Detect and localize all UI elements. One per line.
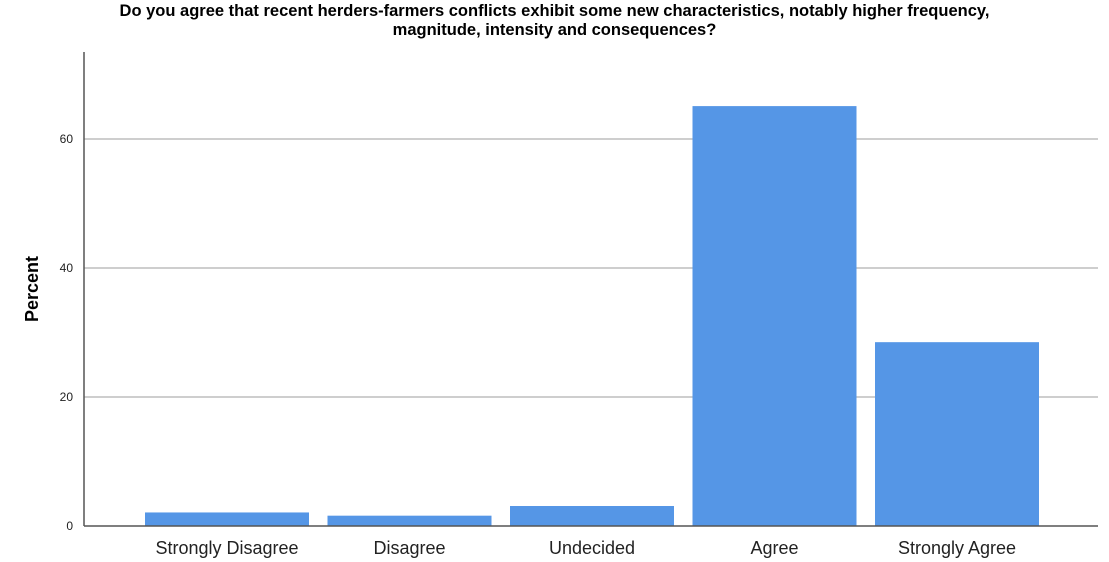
- y-tick-label: 60: [60, 132, 74, 146]
- y-axis-title: Percent: [22, 256, 42, 322]
- bar-agree: [692, 106, 857, 526]
- x-tick-label: Strongly Disagree: [155, 538, 298, 558]
- x-tick-label: Undecided: [549, 538, 635, 558]
- y-tick-label: 40: [60, 261, 74, 275]
- x-category-labels: Strongly Disagree Disagree Undecided Agree S…: [155, 538, 1016, 558]
- bar-disagree: [327, 515, 492, 526]
- bar-undecided: [510, 506, 674, 526]
- x-tick-label: Agree: [750, 538, 798, 558]
- bar-strongly-agree: [875, 342, 1039, 526]
- x-tick-label: Disagree: [373, 538, 445, 558]
- x-tick-label: Strongly Agree: [898, 538, 1016, 558]
- chart-title-line-1: Do you agree that recent herders-farmers…: [119, 2, 990, 20]
- bar-strongly-disagree: [145, 512, 309, 526]
- y-tick-label: 0: [66, 519, 73, 533]
- chart-title: Do you agree that recent herders-farmers…: [0, 2, 1109, 40]
- axes: [83, 52, 1098, 527]
- y-tick-labels: 0 20 40 60: [60, 132, 74, 533]
- y-tick-label: 20: [60, 390, 74, 404]
- bars: [145, 106, 1039, 526]
- chart-title-line-2: magnitude, intensity and consequences?: [392, 21, 717, 39]
